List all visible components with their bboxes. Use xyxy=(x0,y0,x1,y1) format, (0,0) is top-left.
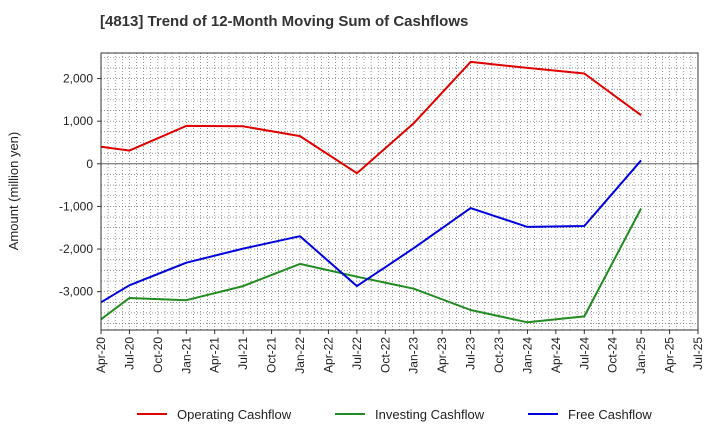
x-tick-label: Jan-24 xyxy=(520,337,534,374)
x-tick-label: Oct-20 xyxy=(151,337,165,373)
x-tick-label: Jul-24 xyxy=(577,337,591,370)
y-axis-ticks: 2,000 1,000 0 -1,000 -2,000 -3,000 xyxy=(59,72,101,299)
x-axis-ticks: Apr-20 Jul-20 Oct-20 Jan-21 Apr-21 Jul-21 Oct-… xyxy=(94,330,705,374)
x-tick-label: Jan-25 xyxy=(634,337,648,374)
series-line-operating-cashflow xyxy=(100,60,642,175)
x-tick-label: Jul-25 xyxy=(691,337,705,370)
x-tick-label: Apr-20 xyxy=(94,337,108,373)
legend: Operating Cashflow Investing Cashflow Free… xyxy=(137,407,652,422)
plot-border xyxy=(100,52,699,331)
x-tick-label: Jan-22 xyxy=(293,337,307,374)
x-tick-label: Jan-21 xyxy=(179,337,193,374)
x-tick-label: Apr-23 xyxy=(435,337,449,373)
series-lines xyxy=(100,60,642,324)
x-tick-label: Oct-21 xyxy=(265,337,279,373)
x-tick-label: Jul-20 xyxy=(122,337,136,370)
legend-label: Investing Cashflow xyxy=(375,407,485,422)
y-tick-label: 0 xyxy=(86,157,93,171)
x-tick-label: Apr-24 xyxy=(549,337,563,373)
y-tick-label: 1,000 xyxy=(63,114,93,128)
x-tick-label: Jan-23 xyxy=(407,337,421,374)
y-tick-label: 2,000 xyxy=(63,72,93,86)
y-tick-label: -3,000 xyxy=(59,285,93,299)
x-tick-label: Oct-24 xyxy=(606,337,620,373)
legend-label: Operating Cashflow xyxy=(177,407,292,422)
series-line-free-cashflow xyxy=(100,159,642,304)
legend-label: Free Cashflow xyxy=(568,407,652,422)
x-tick-label: Oct-23 xyxy=(492,337,506,373)
x-tick-label: Apr-25 xyxy=(663,337,677,373)
y-tick-label: -2,000 xyxy=(59,242,93,256)
y-axis-label: Amount (million yen) xyxy=(6,132,21,251)
series-line-investing-cashflow xyxy=(100,208,642,324)
grid xyxy=(100,53,699,330)
x-tick-label: Jul-23 xyxy=(464,337,478,370)
x-tick-label: Jul-21 xyxy=(236,337,250,370)
y-tick-label: -1,000 xyxy=(59,199,93,213)
x-tick-label: Jul-22 xyxy=(350,337,364,370)
x-tick-label: Apr-21 xyxy=(208,337,222,373)
x-tick-label: Oct-22 xyxy=(378,337,392,373)
x-tick-label: Apr-22 xyxy=(321,337,335,373)
chart-title: [4813] Trend of 12-Month Moving Sum of C… xyxy=(100,13,469,30)
